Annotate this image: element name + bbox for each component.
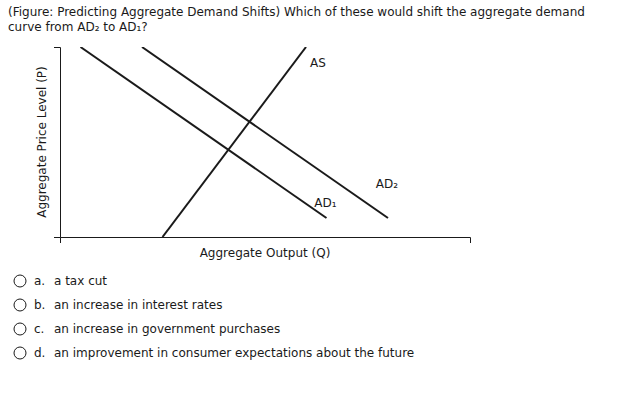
x-axis-title: Aggregate Output (Q) bbox=[200, 246, 331, 260]
option-label: d. bbox=[34, 346, 45, 360]
option-text: a tax cut bbox=[54, 274, 107, 288]
option-label: c. bbox=[34, 322, 44, 336]
option-text: an improvement in consumer expectations … bbox=[54, 346, 414, 360]
title-line: curve from AD₂ to AD₁? bbox=[8, 20, 148, 34]
title-line: (Figure: Predicting Aggregate Demand Shi… bbox=[8, 5, 585, 19]
x-axis bbox=[61, 238, 471, 244]
y-axis bbox=[54, 48, 61, 238]
option-label: a. bbox=[34, 274, 45, 288]
y-axis-title: Aggregate Price Level (P) bbox=[35, 66, 49, 218]
title: (Figure: Predicting Aggregate Demand Shi… bbox=[8, 5, 585, 34]
radio-button bbox=[14, 323, 26, 335]
line bbox=[142, 47, 388, 218]
option-label: b. bbox=[34, 298, 45, 312]
line-label: AD₁ bbox=[314, 196, 336, 210]
chart: (Figure: Predicting Aggregate Demand Shi… bbox=[0, 0, 623, 394]
option-text: an increase in government purchases bbox=[54, 322, 280, 336]
y-axis-line bbox=[54, 48, 61, 238]
line bbox=[81, 47, 327, 218]
radio-button bbox=[14, 299, 26, 311]
radio-button bbox=[14, 347, 26, 359]
radio-button bbox=[14, 275, 26, 287]
line-label: AD₂ bbox=[376, 177, 398, 191]
lines bbox=[81, 47, 389, 237]
x-axis-line bbox=[61, 238, 471, 244]
option-text: an increase in interest rates bbox=[54, 298, 222, 312]
line-label: AS bbox=[310, 56, 326, 70]
